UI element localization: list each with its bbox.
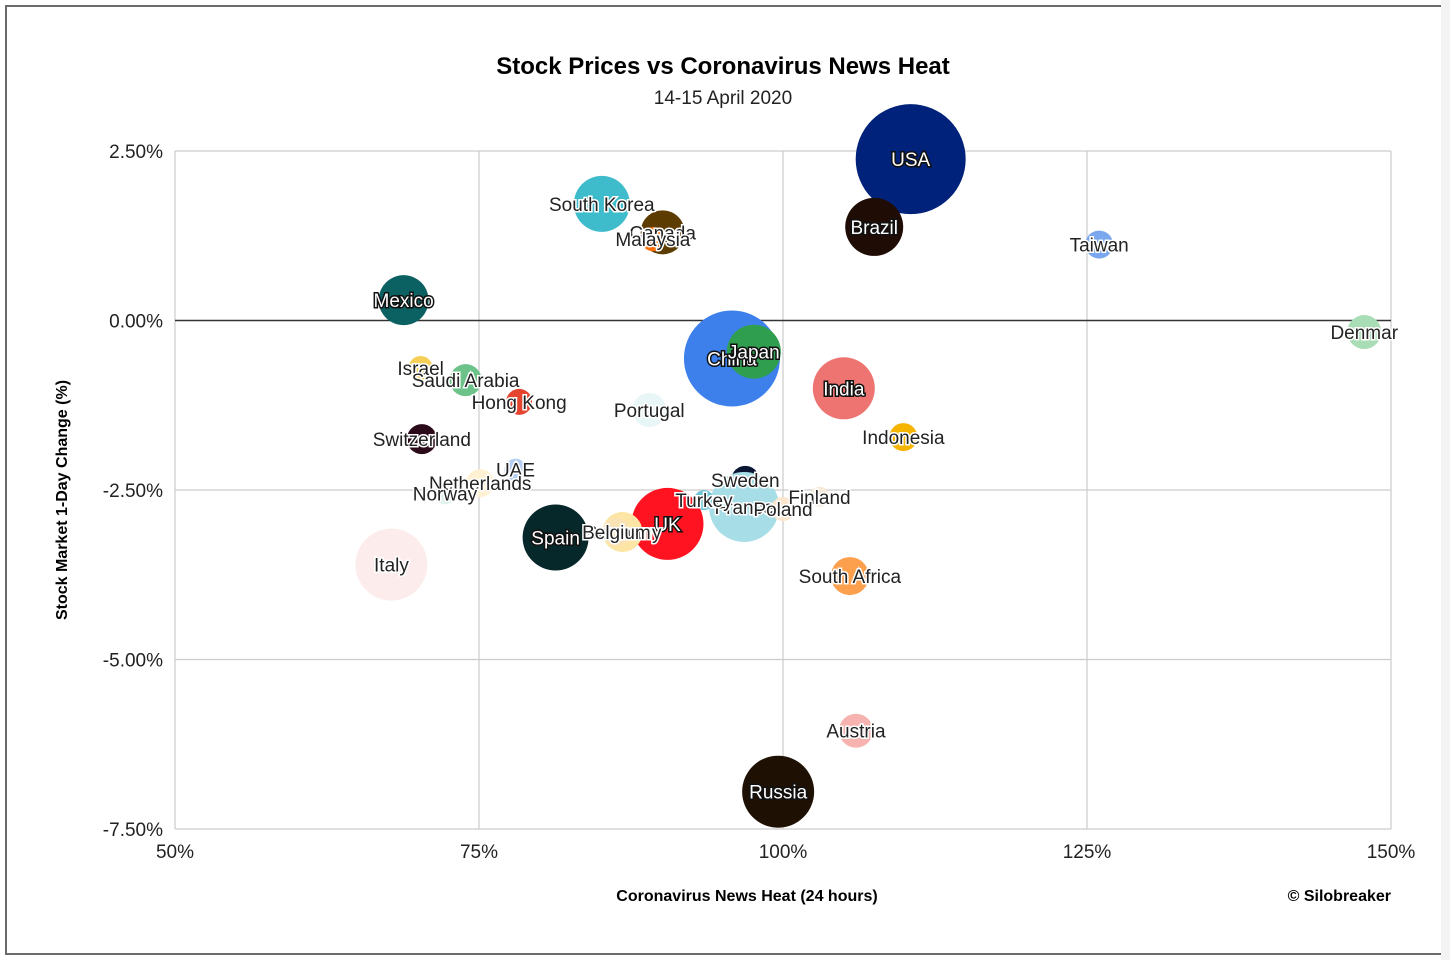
bubble-label: Switzerland (373, 430, 471, 451)
bubble[interactable] (506, 388, 533, 415)
bubble-label: Japan (728, 343, 780, 364)
bubble[interactable] (433, 482, 456, 505)
y-axis-title: Stock Market 1-Day Change (%) (54, 380, 71, 620)
y-tick-label: 2.50% (109, 142, 163, 163)
bubble[interactable] (742, 755, 815, 828)
x-tick-label: 150% (1367, 842, 1416, 863)
x-tick-label: 75% (460, 842, 498, 863)
bubble[interactable] (838, 713, 873, 748)
bubble-label: Mexico (374, 291, 434, 312)
y-tick-label: -7.50% (103, 820, 163, 841)
credit-label: © Silobreaker (1288, 888, 1391, 905)
bubble-label: Hong Kong (472, 393, 567, 414)
bubble[interactable] (889, 423, 918, 452)
bubble-label: Canada (629, 223, 696, 244)
bubble[interactable] (573, 175, 630, 232)
bubble[interactable] (378, 275, 429, 326)
bubble[interactable] (1085, 230, 1114, 259)
bubble-label: Italy (374, 556, 409, 577)
y-tick-label: 0.00% (109, 312, 163, 333)
bubble[interactable] (845, 197, 904, 256)
bubble[interactable] (632, 392, 667, 427)
bubble-label: Denmar (1330, 323, 1398, 344)
bubble-label: Norway (413, 484, 478, 505)
bubble[interactable] (640, 227, 665, 252)
bubble[interactable] (408, 355, 433, 380)
bubble[interactable] (771, 496, 795, 521)
bubble-label: UAE (496, 461, 535, 482)
bubble-label: South Africa (799, 567, 902, 588)
bubble-label: Belgium (582, 523, 651, 544)
bubble[interactable] (406, 424, 437, 455)
grid (174, 150, 1392, 830)
bubble[interactable] (709, 471, 780, 542)
bubble-label: Austria (826, 722, 886, 743)
bubble-label: Poland (753, 500, 812, 521)
x-tick-label: 100% (759, 842, 808, 863)
bubble[interactable] (602, 518, 631, 547)
chart-title: Stock Prices vs Coronavirus News Heat (496, 53, 950, 80)
bubble-label: Netherlands (429, 474, 531, 495)
x-tick-label: 125% (1063, 842, 1112, 863)
page-edge (1441, 0, 1450, 960)
bubble-label: Finland (788, 488, 850, 509)
bubble[interactable] (693, 490, 714, 511)
bubble[interactable] (1347, 315, 1382, 350)
x-axis-title: Coronavirus News Heat (24 hours) (616, 888, 877, 905)
bubble[interactable] (809, 486, 830, 507)
x-tick-label: 50% (156, 842, 194, 863)
bubble-label: Sweden (711, 471, 780, 492)
bubble[interactable] (726, 324, 781, 379)
bubble-label: South Korea (549, 195, 655, 216)
bubble-label: India (823, 379, 865, 400)
y-tick-label: -2.50% (103, 481, 163, 502)
bubble-marks (355, 104, 1382, 828)
bubble-label: Brazil (850, 218, 898, 239)
bubble-label: Germany (583, 523, 662, 544)
bubble[interactable] (522, 504, 589, 571)
y-tick-label: -5.00% (103, 651, 163, 672)
bubble-label: Saudi Arabia (412, 371, 520, 392)
chart-subtitle: 14-15 April 2020 (654, 88, 792, 109)
bubble-label: Israel (397, 359, 443, 380)
bubble-label: Portugal (614, 401, 685, 422)
bubble-label: France (715, 498, 774, 519)
bubble-label: Indonesia (862, 428, 945, 449)
bubble-label: Turkey (675, 491, 733, 512)
bubble-label: USA (891, 150, 930, 171)
bubble-label: China (707, 349, 757, 370)
bubble-label: Malaysia (615, 230, 690, 251)
bubble[interactable] (466, 469, 495, 498)
bubble[interactable] (449, 364, 482, 397)
bubble[interactable] (830, 557, 869, 596)
bubble[interactable] (631, 487, 704, 560)
bubble-label: UK (654, 515, 681, 536)
bubble-label: Russia (749, 783, 808, 804)
bubble[interactable] (812, 357, 875, 420)
bubble-label: Spain (531, 528, 580, 549)
tick-labels: 50% 75% 100% 125% 150% 2.50% 0.00% -2.50% -5.00%… (103, 142, 1416, 863)
bubble[interactable] (355, 528, 428, 601)
bubble[interactable] (504, 458, 527, 481)
bubble[interactable] (855, 104, 966, 215)
bubble-label: Taiwan (1070, 236, 1129, 257)
